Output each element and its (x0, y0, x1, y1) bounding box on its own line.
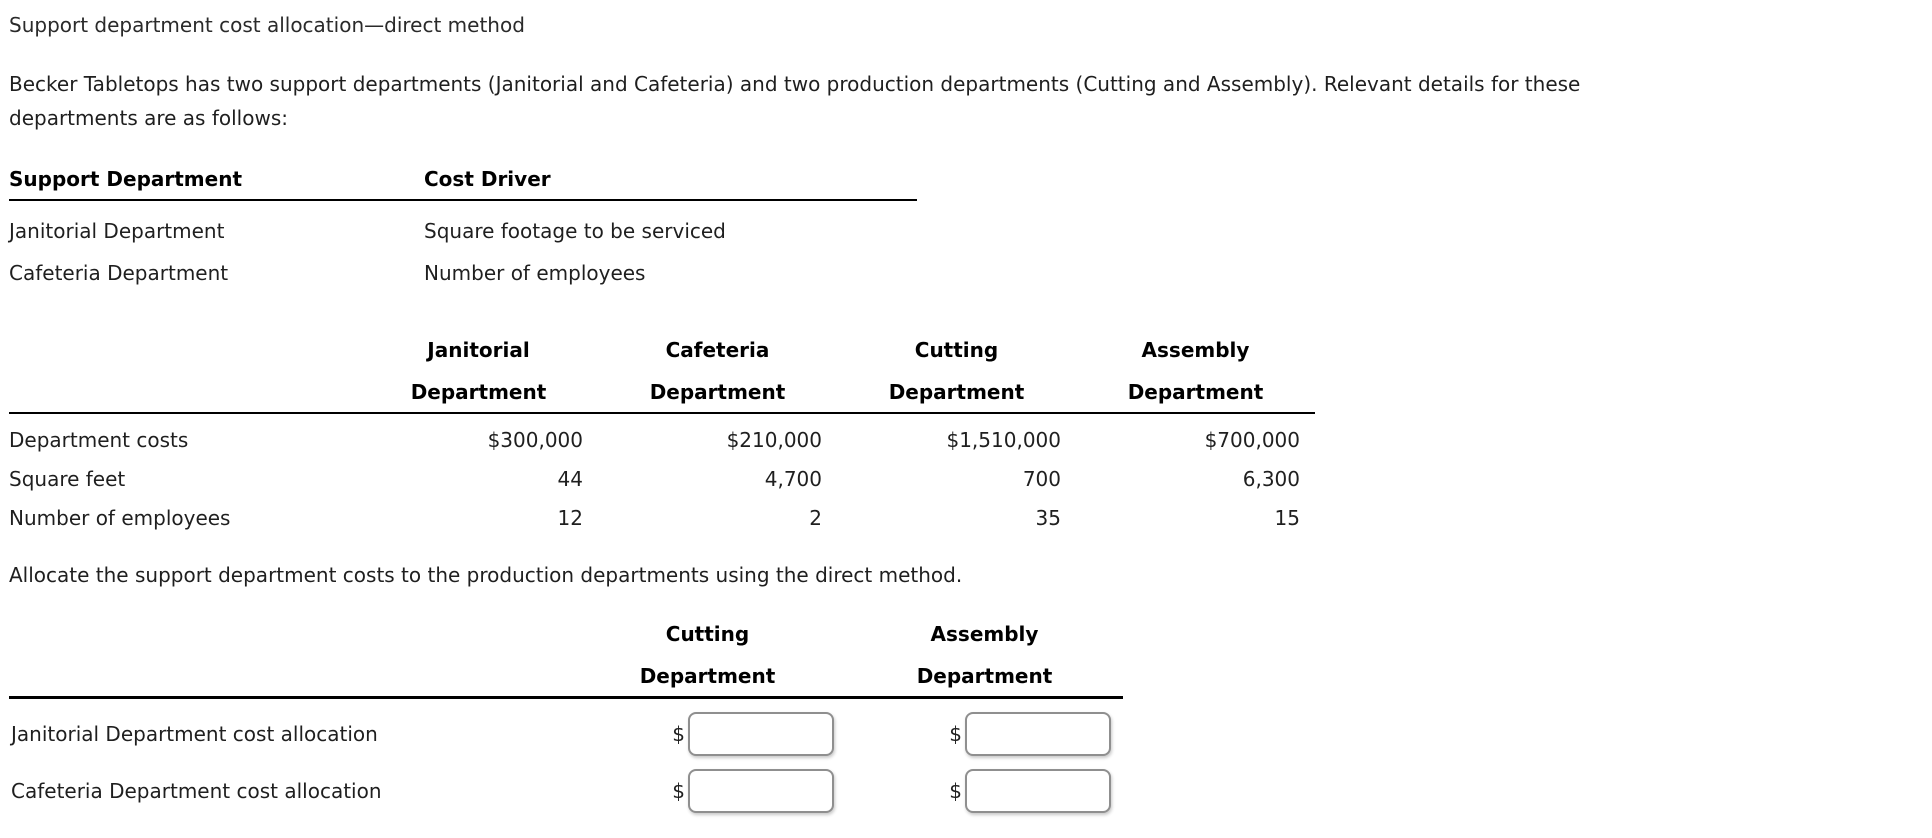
money-input-group: $ (949, 712, 1111, 756)
department-data-header-row: Janitorial Department Cafeteria Departme… (9, 338, 1315, 414)
cafeteria-assembly-cell: $ (846, 756, 1123, 813)
employees-cafeteria: 2 (809, 506, 822, 530)
header-line: Department (916, 664, 1053, 688)
table-row: Square feet 44 4,700 700 6,300 (9, 453, 1315, 492)
table-row: Cafeteria Department cost allocation $ $ (9, 756, 1123, 813)
instruction-text: Allocate the support department costs to… (9, 563, 963, 587)
janitorial-assembly-allocation-input[interactable] (965, 712, 1111, 756)
dollar-sign: $ (672, 722, 685, 746)
janitorial-department-cell: Janitorial Department (9, 219, 225, 243)
janitorial-department-header: Janitorial Department (359, 338, 598, 414)
cutting-department-header: Cutting Department (569, 622, 846, 699)
employees-janitorial: 12 (557, 506, 583, 530)
cafeteria-driver-cell: Number of employees (424, 261, 646, 285)
cafeteria-department-header: Cafeteria Department (598, 338, 837, 414)
janitorial-cutting-cell: $ (569, 698, 846, 756)
row-label: Department costs (9, 428, 189, 452)
assembly-department-header: Assembly Department (846, 622, 1123, 699)
department-costs-janitorial: $300,000 (487, 428, 583, 452)
table-row: Janitorial Department cost allocation $ … (9, 698, 1123, 756)
money-input-group: $ (672, 712, 834, 756)
empty-corner-cell (9, 338, 359, 414)
intro-line-2: departments are as follows: (9, 106, 288, 130)
square-feet-cafeteria: 4,700 (764, 467, 822, 491)
header-line: Cutting (665, 622, 750, 646)
assembly-department-header: Assembly Department (1076, 338, 1315, 414)
money-input-group: $ (949, 769, 1111, 813)
row-label: Cafeteria Department cost allocation (11, 779, 382, 803)
square-feet-cutting: 700 (1022, 467, 1061, 491)
intro-paragraph: Becker Tabletops has two support departm… (9, 67, 1932, 135)
cost-driver-table: Support Department Cost Driver Janitoria… (9, 167, 917, 285)
dollar-sign: $ (949, 722, 962, 746)
cost-driver-header-row: Support Department Cost Driver (9, 167, 917, 201)
cafeteria-cutting-allocation-input[interactable] (688, 769, 834, 813)
square-feet-janitorial: 44 (557, 467, 583, 491)
row-label: Number of employees (9, 506, 231, 530)
department-data-table: Janitorial Department Cafeteria Departme… (9, 338, 1315, 531)
page-title: Support department cost allocation—direc… (9, 13, 525, 37)
employees-assembly: 15 (1274, 506, 1300, 530)
janitorial-assembly-cell: $ (846, 698, 1123, 756)
cafeteria-assembly-allocation-input[interactable] (965, 769, 1111, 813)
row-label: Square feet (9, 467, 126, 491)
header-line: Department (888, 380, 1025, 404)
header-line: Cutting (914, 338, 999, 362)
cutting-department-header: Cutting Department (837, 338, 1076, 414)
table-row: Janitorial Department Square footage to … (9, 200, 917, 243)
table-row: Department costs $300,000 $210,000 $1,51… (9, 413, 1315, 453)
header-line: Department (649, 380, 786, 404)
money-input-group: $ (672, 769, 834, 813)
employees-cutting: 35 (1035, 506, 1061, 530)
cafeteria-department-cell: Cafeteria Department (9, 261, 229, 285)
header-line: Department (639, 664, 776, 688)
department-costs-assembly: $700,000 (1204, 428, 1300, 452)
header-line: Cafeteria (665, 338, 770, 362)
header-line: Janitorial (427, 338, 530, 362)
cost-driver-header: Cost Driver (424, 167, 917, 201)
problem-page: Support department cost allocation—direc… (9, 13, 1932, 813)
square-feet-assembly: 6,300 (1242, 467, 1300, 491)
row-label: Janitorial Department cost allocation (11, 722, 378, 746)
janitorial-driver-cell: Square footage to be serviced (424, 219, 726, 243)
cafeteria-cutting-cell: $ (569, 756, 846, 813)
janitorial-cutting-allocation-input[interactable] (688, 712, 834, 756)
support-department-header: Support Department (9, 167, 424, 201)
allocation-header-row: Cutting Department Assembly Department (9, 622, 1123, 699)
intro-line-1: Becker Tabletops has two support departm… (9, 72, 1581, 96)
header-line: Department (410, 380, 547, 404)
header-line: Assembly (1141, 338, 1250, 362)
header-line: Department (1127, 380, 1264, 404)
dollar-sign: $ (672, 779, 685, 803)
department-costs-cutting: $1,510,000 (946, 428, 1061, 452)
dollar-sign: $ (949, 779, 962, 803)
table-row: Number of employees 12 2 35 15 (9, 492, 1315, 531)
allocation-table: Cutting Department Assembly Department J… (9, 622, 1123, 813)
header-line: Assembly (930, 622, 1039, 646)
department-costs-cafeteria: $210,000 (726, 428, 822, 452)
table-row: Cafeteria Department Number of employees (9, 243, 917, 285)
empty-corner-cell (9, 622, 569, 699)
